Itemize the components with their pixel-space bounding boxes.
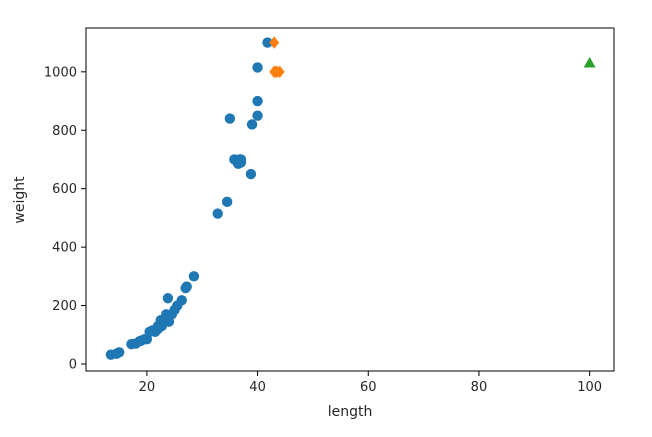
data-point-circle [262,37,273,48]
data-point-triangle [583,57,596,68]
data-point-circle [176,295,187,306]
data-point-circle [162,293,174,304]
data-point-circle [252,95,263,107]
x-tick-label: 80 [471,380,488,395]
data-marks [105,36,596,360]
x-tick-label: 100 [577,380,602,395]
x-axis-ticks: 20 40 60 80 100 [139,371,602,395]
y-tick-label: 800 [52,124,77,139]
y-tick-label: 1000 [44,65,77,80]
y-axis-ticks: 0 200 400 600 800 1000 [44,65,86,372]
x-tick-label: 20 [139,380,156,395]
data-point-circle [252,62,263,73]
data-point-circle [181,281,192,292]
y-tick-label: 600 [52,182,77,197]
data-point-circle [252,110,263,121]
y-tick-label: 200 [52,299,77,314]
data-point-circle [212,208,223,219]
x-tick-label: 60 [360,380,377,395]
x-tick-label: 40 [249,380,266,395]
data-point-circle [221,196,233,208]
y-tick-label: 400 [52,241,77,256]
data-point-circle [114,347,125,358]
data-point-diamond [269,36,280,49]
x-axis-label: length [328,404,373,420]
data-point-circle [188,271,200,282]
data-point-circle [246,119,258,130]
y-axis-label: weight [12,176,28,224]
data-point-diamond [271,65,282,79]
data-point-circle [235,157,247,168]
data-point-circle [224,113,236,124]
y-tick-label: 0 [69,357,77,372]
data-point-circle [245,168,257,180]
